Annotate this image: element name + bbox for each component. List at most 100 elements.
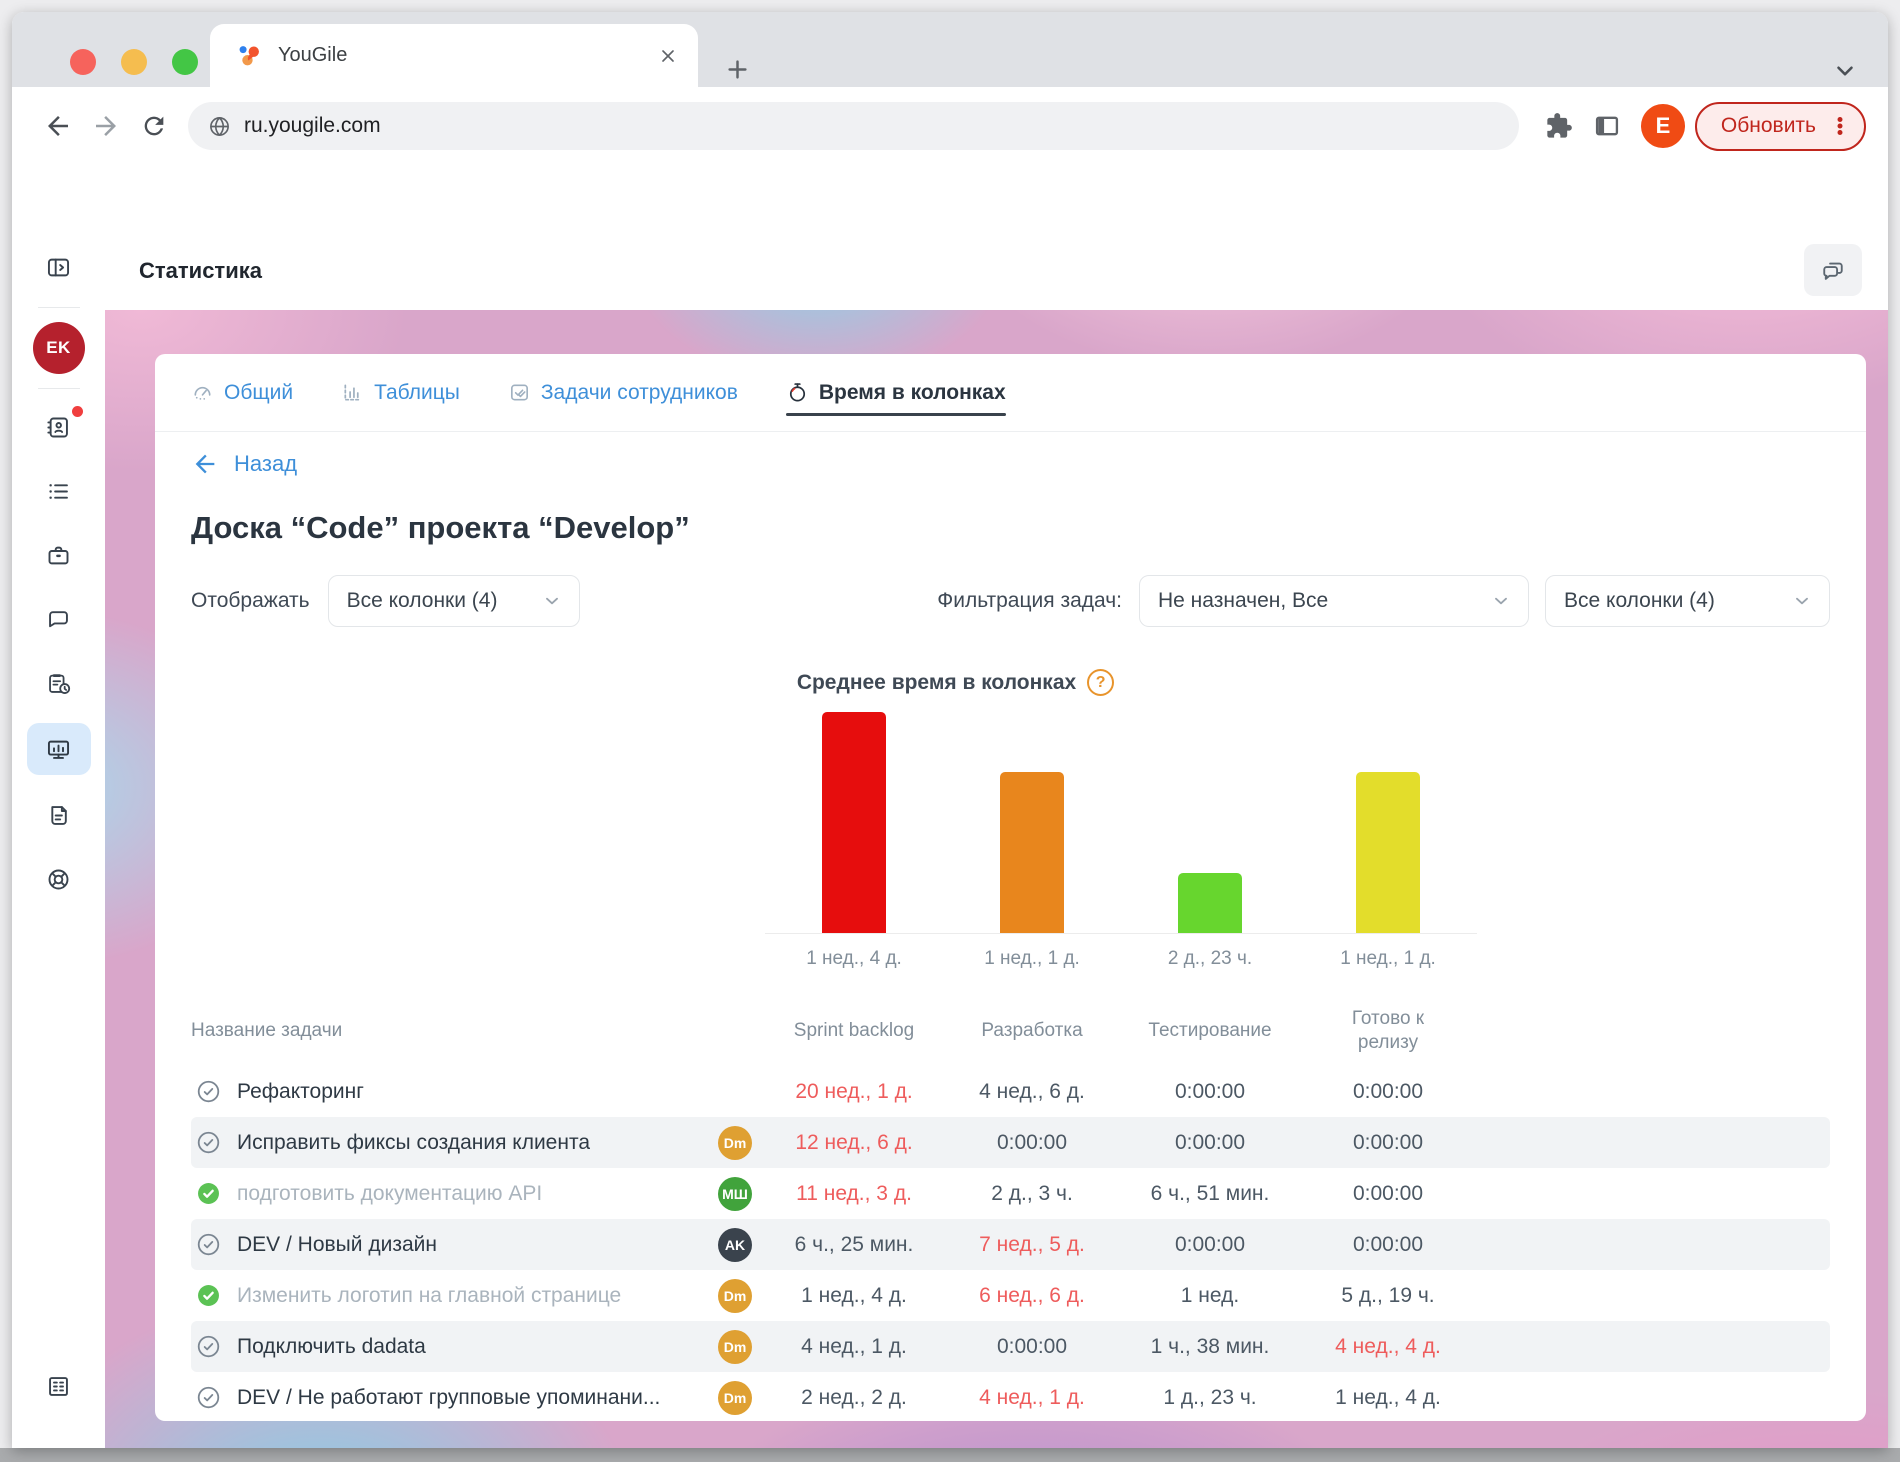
assignee-cell: Dm xyxy=(705,1330,765,1364)
gauge-icon xyxy=(191,381,214,404)
column-header-готово-к-релизу: Готово к релизу xyxy=(1299,1007,1477,1055)
display-label: Отображать xyxy=(191,589,310,613)
task-name: подготовить документацию API xyxy=(237,1182,542,1206)
statistics-monitor-icon xyxy=(45,736,72,763)
sidebar-item-contacts[interactable] xyxy=(27,403,91,451)
extensions-puzzle-icon[interactable] xyxy=(1535,102,1583,150)
columns-filter-select[interactable]: Все колонки (4) xyxy=(1545,575,1830,627)
chat-icon xyxy=(45,606,72,633)
assignee-avatar: Dm xyxy=(718,1381,752,1415)
display-columns-select[interactable]: Все колонки (4) xyxy=(328,575,580,627)
sidebar-item-statistics[interactable] xyxy=(27,723,91,775)
user-avatar[interactable]: EK xyxy=(33,322,85,374)
task-filter-select[interactable]: Не назначен, Все xyxy=(1139,575,1529,627)
tab-employee-tasks[interactable]: Задачи сотрудников xyxy=(508,354,738,431)
assignee-cell: Dm xyxy=(705,1381,765,1415)
task-list-icon xyxy=(45,478,72,505)
tab-search-chevron-icon[interactable] xyxy=(1832,58,1858,84)
cell-тестирование: 0:00:00 xyxy=(1121,1233,1299,1257)
minimize-window-button[interactable] xyxy=(121,49,147,75)
bar-value-label: 1 нед., 1 д. xyxy=(1299,948,1477,970)
task-name-cell: DEV / Новый дизайн xyxy=(191,1231,705,1258)
sidebar-item-projects[interactable] xyxy=(27,531,91,579)
sidebar-item-company[interactable] xyxy=(27,1362,91,1410)
help-icon[interactable]: ? xyxy=(1087,669,1114,696)
sidebar-item-chats[interactable] xyxy=(27,595,91,643)
kebab-menu-icon xyxy=(1828,114,1852,138)
sidebar-collapse-button[interactable] xyxy=(27,243,91,291)
table-row[interactable]: Исправить фиксы создания клиентаDm12 нед… xyxy=(191,1117,1830,1168)
task-name-cell: Рефакторинг xyxy=(191,1078,705,1105)
columns-filter-value: Все колонки (4) xyxy=(1564,589,1715,613)
update-browser-button[interactable]: Обновить xyxy=(1695,102,1866,151)
task-completed-icon[interactable] xyxy=(195,1282,222,1309)
close-window-button[interactable] xyxy=(70,49,96,75)
bar-готово-к-релизу xyxy=(1356,772,1420,933)
forward-button[interactable] xyxy=(82,102,130,150)
cell-тестирование: 1 ч., 38 мин. xyxy=(1121,1335,1299,1359)
cell-sprint-backlog: 12 нед., 6 д. xyxy=(765,1131,943,1155)
tab-title: YouGile xyxy=(278,44,658,67)
new-tab-button[interactable] xyxy=(724,56,751,83)
reload-button[interactable] xyxy=(130,102,178,150)
browser-window: YouGile xyxy=(12,12,1888,1448)
url-text: ru.yougile.com xyxy=(244,114,381,138)
fullscreen-window-button[interactable] xyxy=(172,49,198,75)
table-row[interactable]: DEV / Новый дизайнAK6 ч., 25 мин.7 нед.,… xyxy=(191,1219,1830,1270)
back-label: Назад xyxy=(234,451,297,477)
task-name: DEV / Новый дизайн xyxy=(237,1233,437,1257)
browser-profile-avatar[interactable]: E xyxy=(1641,104,1685,148)
task-status-icon[interactable] xyxy=(195,1231,222,1258)
assignee-avatar: AK xyxy=(718,1228,752,1262)
chart-bar-labels: 1 нед., 4 д.1 нед., 1 д.2 д., 23 ч.1 нед… xyxy=(191,948,1830,970)
company-building-icon xyxy=(45,1373,72,1400)
task-name: Рефакторинг xyxy=(237,1080,364,1104)
task-status-icon[interactable] xyxy=(195,1078,222,1105)
sidebar-item-reports[interactable] xyxy=(27,659,91,707)
cell-тестирование: 0:00:00 xyxy=(1121,1080,1299,1104)
column-header-task-name: Название задачи xyxy=(191,1019,705,1043)
tab-general[interactable]: Общий xyxy=(191,354,293,431)
statistics-canvas: Общий Таблицы xyxy=(105,310,1888,1448)
task-name-cell: DEV / Не работают групповые упоминани... xyxy=(191,1384,705,1411)
bar-разработка xyxy=(1000,772,1064,933)
browser-tab[interactable]: YouGile xyxy=(210,24,698,87)
task-status-icon[interactable] xyxy=(195,1333,222,1360)
task-completed-icon[interactable] xyxy=(195,1180,222,1207)
sidebar-item-docs[interactable] xyxy=(27,791,91,839)
cell-разработка: 7 нед., 5 д. xyxy=(943,1233,1121,1257)
sidebar-item-support[interactable] xyxy=(27,855,91,903)
task-status-icon[interactable] xyxy=(195,1129,222,1156)
table-row[interactable]: Подключить dadataDm4 нед., 1 д.0:00:001 … xyxy=(191,1321,1830,1372)
address-bar[interactable]: ru.yougile.com xyxy=(188,102,1519,150)
chevron-down-icon xyxy=(1791,590,1813,612)
app-main: Статистика xyxy=(105,165,1888,1448)
site-info-globe-icon[interactable] xyxy=(208,115,231,138)
back-link[interactable]: Назад xyxy=(191,450,297,478)
task-name-cell: подготовить документацию API xyxy=(191,1180,705,1207)
tab-tables[interactable]: Таблицы xyxy=(341,354,460,431)
table-row[interactable]: DEV / Не работают групповые упоминани...… xyxy=(191,1372,1830,1423)
window-controls xyxy=(70,49,198,75)
cell-готово-к-релизу: 0:00:00 xyxy=(1299,1182,1477,1206)
bar-value-label: 1 нед., 1 д. xyxy=(943,948,1121,970)
feedback-chat-button[interactable] xyxy=(1804,244,1862,296)
tab-label: Задачи сотрудников xyxy=(541,381,738,405)
yougile-logo-icon xyxy=(236,42,263,69)
task-status-icon[interactable] xyxy=(195,1384,222,1411)
cell-sprint-backlog: 20 нед., 1 д. xyxy=(765,1080,943,1104)
table-row[interactable]: Рефакторинг20 нед., 1 д.4 нед., 6 д.0:00… xyxy=(191,1066,1830,1117)
side-panel-icon[interactable] xyxy=(1583,102,1631,150)
table-row[interactable]: подготовить документацию APIМШ11 нед., 3… xyxy=(191,1168,1830,1219)
table-row[interactable]: Изменить логотип на главной страницеDm1 … xyxy=(191,1270,1830,1321)
cell-sprint-backlog: 1 нед., 4 д. xyxy=(765,1284,943,1308)
tab-close-icon[interactable] xyxy=(658,46,678,66)
cell-готово-к-релизу: 0:00:00 xyxy=(1299,1233,1477,1257)
task-name-cell: Исправить фиксы создания клиента xyxy=(191,1129,705,1156)
assignee-avatar: МШ xyxy=(718,1177,752,1211)
display-columns-value: Все колонки (4) xyxy=(347,589,498,613)
back-button[interactable] xyxy=(34,102,82,150)
cell-готово-к-релизу: 0:00:00 xyxy=(1299,1131,1477,1155)
tab-time-in-columns[interactable]: Время в колонках xyxy=(786,354,1006,431)
sidebar-item-tasks[interactable] xyxy=(27,467,91,515)
